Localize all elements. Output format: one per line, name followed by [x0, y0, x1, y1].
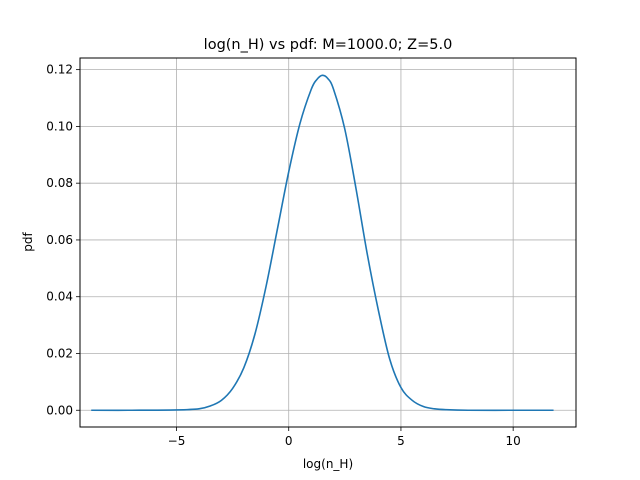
- x-tick-label: 0: [285, 434, 293, 448]
- grid: [80, 58, 576, 427]
- y-tick-label: 0.06: [46, 233, 73, 247]
- chart-title: log(n_H) vs pdf: M=1000.0; Z=5.0: [204, 37, 453, 53]
- series-layer: [91, 74, 554, 412]
- y-axis-label: pdf: [21, 232, 35, 252]
- axes-frame: [79, 57, 577, 428]
- y-tick-label: 0.04: [46, 290, 73, 304]
- y-tick-label: 0.10: [46, 119, 73, 133]
- x-tick-label: −5: [168, 434, 186, 448]
- x-tick-label: 5: [397, 434, 405, 448]
- y-tick-label: 0.12: [46, 63, 73, 77]
- series-line: [91, 74, 554, 412]
- y-tick-label: 0.00: [46, 403, 73, 417]
- x-axis-label: log(n_H): [303, 457, 353, 471]
- y-tick-label: 0.08: [46, 176, 73, 190]
- x-tick-label: 10: [506, 434, 521, 448]
- y-tick-label: 0.02: [46, 346, 73, 360]
- ticks: −5 0 5 10 0.00 0.02 0.04 0.06 0.08 0.10 0.12: [46, 63, 521, 448]
